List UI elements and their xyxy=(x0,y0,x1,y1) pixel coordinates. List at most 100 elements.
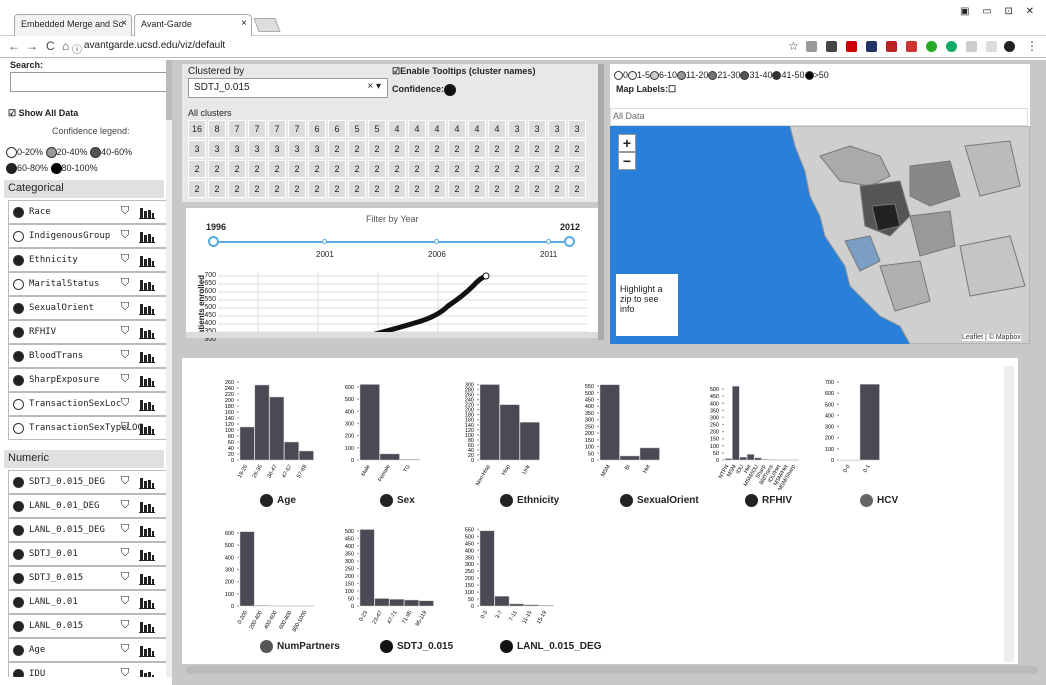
extension-icon[interactable] xyxy=(1004,41,1015,52)
variable-row[interactable]: RFHIV ⛉ xyxy=(8,320,168,344)
variable-row[interactable]: SDTJ_0.01 ⛉ xyxy=(8,542,168,566)
extension-icon[interactable] xyxy=(866,41,877,52)
histogram-bar[interactable] xyxy=(499,404,520,461)
histogram-bar[interactable] xyxy=(284,605,299,607)
cluster-cell[interactable]: 2 xyxy=(548,180,566,198)
cluster-cell[interactable]: 2 xyxy=(468,160,486,178)
histogram-icon[interactable] xyxy=(139,206,155,219)
cluster-cell[interactable]: 3 xyxy=(548,120,566,138)
cluster-cell[interactable]: 2 xyxy=(268,160,286,178)
cluster-cell[interactable]: 2 xyxy=(488,160,506,178)
cluster-cell[interactable]: 4 xyxy=(448,120,466,138)
cluster-cell[interactable]: 2 xyxy=(268,180,286,198)
variable-row[interactable]: TransactionSexLoc ⛉ xyxy=(8,392,168,416)
histogram-icon[interactable] xyxy=(139,422,155,435)
histogram-title[interactable]: Sex xyxy=(380,494,415,507)
cluster-cell[interactable]: 3 xyxy=(188,140,206,158)
scroll-thumb[interactable] xyxy=(166,60,172,120)
close-icon[interactable]: × xyxy=(241,18,247,29)
histogram-bar[interactable] xyxy=(509,603,525,607)
cluster-cell[interactable]: 2 xyxy=(348,160,366,178)
main-hscroll[interactable] xyxy=(186,666,1038,674)
extension-icon[interactable] xyxy=(886,41,897,52)
splitter[interactable] xyxy=(598,64,604,340)
filter-icon[interactable]: ⛉ xyxy=(121,547,130,559)
histogram-title[interactable]: SexualOrient xyxy=(620,494,699,507)
filter-icon[interactable]: ⛉ xyxy=(121,373,130,385)
cluster-cell[interactable]: 2 xyxy=(328,160,346,178)
cluster-cell[interactable]: 2 xyxy=(188,160,206,178)
filter-icon[interactable]: ⛉ xyxy=(121,523,130,535)
cluster-cell[interactable]: 2 xyxy=(328,140,346,158)
histogram-bar[interactable] xyxy=(754,457,762,461)
histogram-bar[interactable] xyxy=(791,459,799,461)
cluster-cell[interactable]: 2 xyxy=(488,180,506,198)
cluster-select[interactable]: SDTJ_0.015 × ▾ xyxy=(188,78,388,98)
histogram-bar[interactable] xyxy=(519,422,540,461)
cluster-cell[interactable]: 2 xyxy=(528,180,546,198)
cluster-cell[interactable]: 2 xyxy=(568,160,586,178)
cluster-cell[interactable]: 2 xyxy=(208,160,226,178)
cluster-cell[interactable]: 6 xyxy=(308,120,326,138)
cluster-cell[interactable]: 2 xyxy=(368,160,386,178)
variable-row[interactable]: IndigenousGroup ⛉ xyxy=(8,224,168,248)
histogram-title[interactable]: LANL_0.015_DEG xyxy=(500,640,601,653)
variable-row[interactable]: Ethnicity ⛉ xyxy=(8,248,168,272)
cluster-cell[interactable]: 3 xyxy=(208,140,226,158)
histogram-bar[interactable] xyxy=(524,604,539,607)
histogram-bar[interactable] xyxy=(739,456,747,461)
year-slider-handle-end[interactable] xyxy=(564,236,575,247)
cluster-cell[interactable]: 2 xyxy=(428,160,446,178)
variable-row[interactable]: LANL_0.01_DEG ⛉ xyxy=(8,494,168,518)
variable-row[interactable]: Age ⛉ xyxy=(8,638,168,662)
cluster-cell[interactable]: 2 xyxy=(428,180,446,198)
cluster-cell[interactable]: 2 xyxy=(408,160,426,178)
cluster-cell[interactable]: 2 xyxy=(428,140,446,158)
histogram-bar[interactable] xyxy=(239,426,255,461)
cluster-cell[interactable]: 3 xyxy=(228,140,246,158)
histogram-bar[interactable] xyxy=(494,596,510,607)
extension-icon[interactable] xyxy=(946,41,957,52)
cluster-cell[interactable]: 2 xyxy=(288,160,306,178)
histogram-bar[interactable] xyxy=(389,599,405,607)
histogram-bar[interactable] xyxy=(254,605,270,607)
cluster-cell[interactable]: 2 xyxy=(568,140,586,158)
cluster-cell[interactable]: 2 xyxy=(408,140,426,158)
tab-embedded[interactable]: Embedded Merge and Sc × xyxy=(14,14,132,36)
histogram-bar[interactable] xyxy=(619,455,640,461)
filter-icon[interactable]: ⛉ xyxy=(121,253,130,265)
cluster-cell[interactable]: 2 xyxy=(208,180,226,198)
cluster-cell[interactable]: 2 xyxy=(528,160,546,178)
cluster-cell[interactable]: 2 xyxy=(568,180,586,198)
variable-row[interactable]: IDU ⛉ xyxy=(8,662,168,677)
cluster-cell[interactable]: 3 xyxy=(528,120,546,138)
cluster-cell[interactable]: 2 xyxy=(448,180,466,198)
filter-icon[interactable]: ⛉ xyxy=(121,475,130,487)
cluster-cell[interactable]: 2 xyxy=(408,180,426,198)
cluster-cell[interactable]: 7 xyxy=(248,120,266,138)
histogram-title[interactable]: HCV xyxy=(860,494,898,507)
variable-row[interactable]: LANL_0.015 ⛉ xyxy=(8,614,168,638)
year-slider-track[interactable] xyxy=(214,241,570,243)
close-icon[interactable]: × xyxy=(121,18,127,29)
cluster-cell[interactable]: 2 xyxy=(348,140,366,158)
variable-row[interactable]: MaritalStatus ⛉ xyxy=(8,272,168,296)
histogram-bar[interactable] xyxy=(399,459,420,461)
cluster-cell[interactable]: 3 xyxy=(288,140,306,158)
reload-icon[interactable]: C xyxy=(46,39,55,53)
cluster-cell[interactable]: 2 xyxy=(548,160,566,178)
histogram-icon[interactable] xyxy=(139,398,155,411)
cluster-cell[interactable]: 16 xyxy=(188,120,206,138)
histogram-title[interactable]: NumPartners xyxy=(260,640,340,653)
choropleth-map[interactable] xyxy=(610,126,1030,344)
cluster-cell[interactable]: 2 xyxy=(528,140,546,158)
cluster-cell[interactable]: 2 xyxy=(448,140,466,158)
histogram-bar[interactable] xyxy=(732,386,740,461)
histogram-bar[interactable] xyxy=(599,384,620,461)
variable-row[interactable]: LANL_0.015_DEG ⛉ xyxy=(8,518,168,542)
map-attribution[interactable]: Leaflet | © Mapbox xyxy=(962,334,1021,341)
histogram-icon[interactable] xyxy=(139,620,155,633)
cluster-cell[interactable]: 2 xyxy=(388,160,406,178)
url-field[interactable]: avantgarde.ucsd.edu/viz/default xyxy=(84,40,226,51)
cluster-cell[interactable]: 7 xyxy=(228,120,246,138)
